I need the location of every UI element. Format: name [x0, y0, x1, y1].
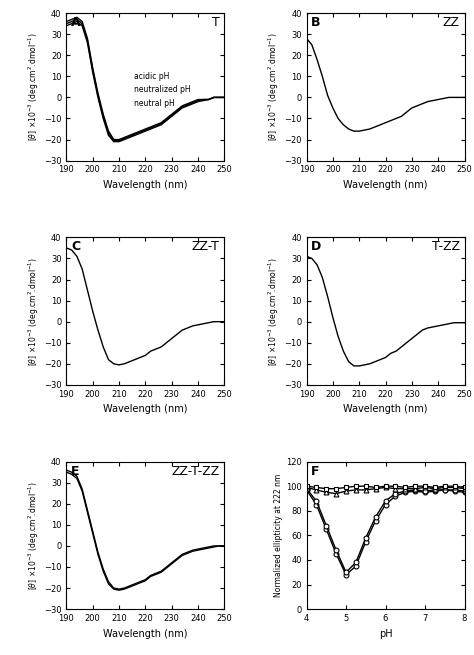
Text: F: F	[311, 464, 320, 477]
Text: T-ZZ: T-ZZ	[432, 240, 460, 253]
Text: ZZ: ZZ	[443, 16, 460, 29]
Text: neutral pH: neutral pH	[134, 99, 175, 107]
X-axis label: Wavelength (nm): Wavelength (nm)	[343, 180, 428, 190]
X-axis label: Wavelength (nm): Wavelength (nm)	[103, 404, 188, 415]
Y-axis label: [$\theta$] $\times$10$^{-3}$ (deg.cm$^2$.dmol$^{-1}$): [$\theta$] $\times$10$^{-3}$ (deg.cm$^2$…	[267, 32, 281, 141]
Y-axis label: [$\theta$] $\times$10$^{-3}$ (deg.cm$^2$.dmol$^{-1}$): [$\theta$] $\times$10$^{-3}$ (deg.cm$^2$…	[27, 32, 41, 141]
Text: neutralized pH: neutralized pH	[134, 85, 191, 94]
Text: T: T	[212, 16, 219, 29]
X-axis label: pH: pH	[379, 629, 392, 639]
Text: D: D	[311, 240, 321, 253]
Y-axis label: [$\theta$] $\times$10$^{-3}$ (deg.cm$^2$.dmol$^{-1}$): [$\theta$] $\times$10$^{-3}$ (deg.cm$^2$…	[27, 257, 41, 365]
Text: B: B	[311, 16, 321, 29]
X-axis label: Wavelength (nm): Wavelength (nm)	[103, 180, 188, 190]
Text: ZZ-T: ZZ-T	[192, 240, 219, 253]
Text: A: A	[71, 16, 81, 29]
Text: C: C	[71, 240, 80, 253]
Y-axis label: Normalized ellipticity at 222 nm: Normalized ellipticity at 222 nm	[274, 474, 283, 597]
Text: acidic pH: acidic pH	[134, 72, 170, 81]
Text: ZZ-T-ZZ: ZZ-T-ZZ	[172, 464, 219, 477]
Y-axis label: [$\theta$] $\times$10$^{-3}$ (deg.cm$^2$.dmol$^{-1}$): [$\theta$] $\times$10$^{-3}$ (deg.cm$^2$…	[27, 481, 41, 590]
X-axis label: Wavelength (nm): Wavelength (nm)	[343, 404, 428, 415]
X-axis label: Wavelength (nm): Wavelength (nm)	[103, 629, 188, 639]
Y-axis label: [$\theta$] $\times$10$^{-3}$ (deg.cm$^2$.dmol$^{-1}$): [$\theta$] $\times$10$^{-3}$ (deg.cm$^2$…	[267, 257, 281, 365]
Text: E: E	[71, 464, 80, 477]
